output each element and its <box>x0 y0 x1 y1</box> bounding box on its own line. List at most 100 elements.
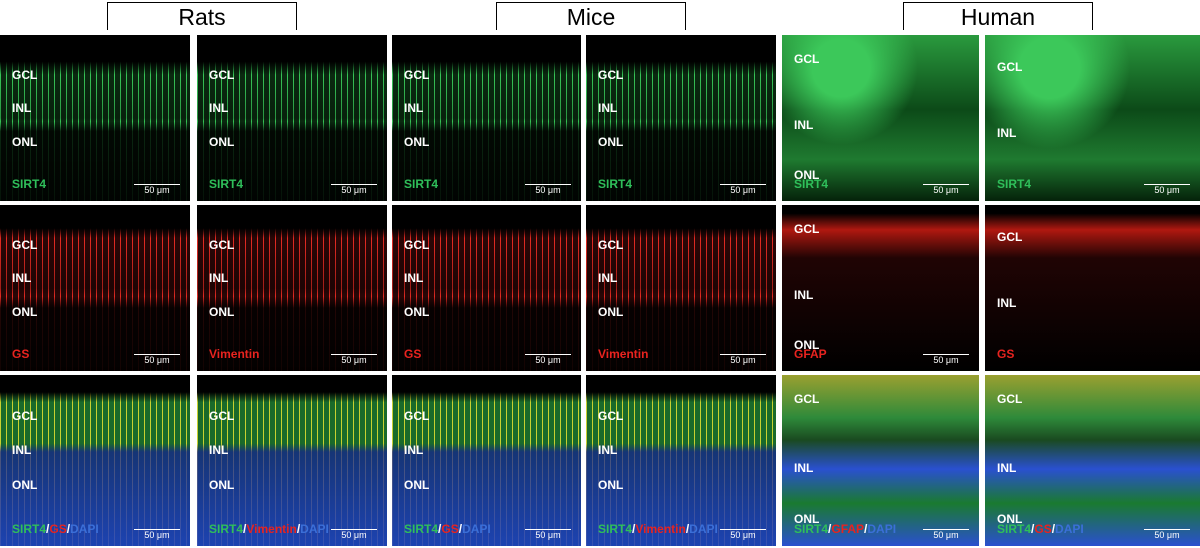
micrograph-panel: GCL INL ONL SIRT4/GS/DAPI 50 μm <box>985 375 1200 546</box>
layer-label: ONL <box>794 512 820 526</box>
micrograph-panel: GCL INL ONL Vimentin 50 μm <box>197 205 387 371</box>
layer-label: INL <box>12 443 32 457</box>
stain-part: / <box>1031 522 1035 536</box>
layer-label: INL <box>209 271 229 285</box>
scale-bar: 50 μm <box>923 529 969 540</box>
layer-label: GCL <box>209 68 235 82</box>
stain-part: SIRT4 <box>997 177 1032 191</box>
stain-part: SIRT4 <box>12 522 47 536</box>
stain-label: GS <box>997 347 1014 361</box>
scale-bar: 50 μm <box>525 184 571 195</box>
scale-bar: 50 μm <box>923 184 969 195</box>
stain-part: SIRT4 <box>794 522 829 536</box>
stain-part: GS <box>1034 522 1052 536</box>
stain-label: SIRT4 <box>404 177 438 191</box>
stain-part: GS <box>12 347 30 361</box>
stain-label: SIRT4 <box>209 177 243 191</box>
scale-bar: 50 μm <box>720 354 766 365</box>
micrograph-panel: GCL INL ONL GS 50 μm <box>0 205 190 371</box>
stain-part: GS <box>49 522 67 536</box>
stain-label: SIRT4 <box>997 177 1031 191</box>
layer-label: ONL <box>794 168 820 182</box>
stain-part: / <box>458 522 463 536</box>
scale-bar: 50 μm <box>525 529 571 540</box>
stain-part: GFAP <box>831 522 865 536</box>
stain-part: / <box>46 522 50 536</box>
layer-label: GCL <box>997 392 1023 406</box>
layer-label: ONL <box>209 135 235 149</box>
layer-label: GCL <box>598 238 624 252</box>
layer-label: ONL <box>404 478 430 492</box>
layer-label: INL <box>12 101 32 115</box>
layer-label: ONL <box>598 135 624 149</box>
stain-label: GS <box>404 347 421 361</box>
layer-label: ONL <box>209 478 235 492</box>
stain-label: SIRT4/GS/DAPI <box>12 522 99 536</box>
stain-part: / <box>828 522 832 536</box>
stain-part: / <box>864 522 868 536</box>
stain-part: Vimentin <box>209 347 260 361</box>
layer-label: ONL <box>598 478 624 492</box>
stain-part: / <box>296 522 301 536</box>
micrograph-panel: GCL INL ONL SIRT4 50 μm <box>586 35 776 201</box>
layer-label: INL <box>209 443 229 457</box>
stain-part: DAPI <box>70 522 99 536</box>
layer-label: INL <box>598 443 618 457</box>
scale-bar: 50 μm <box>525 354 571 365</box>
scale-bar: 50 μm <box>720 529 766 540</box>
micrograph-panel: GCL INL GS <box>985 205 1200 371</box>
layer-label: INL <box>997 126 1017 140</box>
layer-label: INL <box>794 118 814 132</box>
micrograph-panel: GCL INL ONL SIRT4 50 μm <box>782 35 979 201</box>
layer-label: INL <box>404 271 424 285</box>
stain-label: SIRT4 <box>12 177 46 191</box>
stain-label: GS <box>12 347 29 361</box>
stain-label: Vimentin <box>209 347 259 361</box>
stain-part: DAPI <box>462 522 491 536</box>
scale-bar: 50 μm <box>134 184 180 195</box>
layer-label: GCL <box>12 238 38 252</box>
stain-part: GS <box>441 522 459 536</box>
stain-part: DAPI <box>1055 522 1084 536</box>
micrograph-panel: GCL INL SIRT4 50 μm <box>985 35 1200 201</box>
layer-label: GCL <box>598 409 624 423</box>
stain-label: SIRT4/GFAP/DAPI <box>794 522 896 536</box>
layer-label: INL <box>598 271 618 285</box>
stain-part: Vimentin <box>635 522 686 536</box>
layer-label: ONL <box>997 512 1023 526</box>
stain-part: DAPI <box>689 522 718 536</box>
micrograph-panel: GCL INL ONL SIRT4/GS/DAPI 50 μm <box>392 375 581 546</box>
layer-label: INL <box>997 461 1017 475</box>
scale-bar: 50 μm <box>720 184 766 195</box>
stain-part: / <box>685 522 690 536</box>
stain-part: / <box>243 522 247 536</box>
stain-part: DAPI <box>867 522 897 536</box>
stain-part: SIRT4 <box>12 177 47 191</box>
micrograph-panel: GCL INL ONL GFAP 50 μm <box>782 205 979 371</box>
stain-label: GFAP <box>794 347 827 361</box>
layer-label: ONL <box>598 305 624 319</box>
stain-part: Vimentin <box>598 347 649 361</box>
layer-label: GCL <box>794 52 820 66</box>
layer-label: GCL <box>12 68 38 82</box>
layer-label: GCL <box>794 222 820 236</box>
layer-label: ONL <box>404 135 430 149</box>
stain-label: SIRT4/Vimentin/DAPI <box>598 522 718 536</box>
micrograph-panel: GCL INL ONL SIRT4/GFAP/DAPI 50 μm <box>782 375 979 546</box>
layer-label: GCL <box>404 238 430 252</box>
scale-bar: 50 μm <box>331 529 377 540</box>
layer-label: GCL <box>209 238 235 252</box>
stain-label: SIRT4/Vimentin/DAPI <box>209 522 329 536</box>
scale-bar: 50 μm <box>923 354 969 365</box>
stain-label: SIRT4 <box>794 177 828 191</box>
micrograph-panel: GCL INL ONL SIRT4 50 μm <box>0 35 190 201</box>
scale-bar: 50 μm <box>1144 184 1190 195</box>
scale-bar: 50 μm <box>331 184 377 195</box>
stain-part: SIRT4 <box>794 177 829 191</box>
stain-part: GFAP <box>794 347 827 361</box>
stain-part: SIRT4 <box>209 177 244 191</box>
stain-label: SIRT4 <box>598 177 632 191</box>
layer-label: ONL <box>12 478 38 492</box>
layer-label: ONL <box>12 135 38 149</box>
layer-label: GCL <box>997 60 1023 74</box>
